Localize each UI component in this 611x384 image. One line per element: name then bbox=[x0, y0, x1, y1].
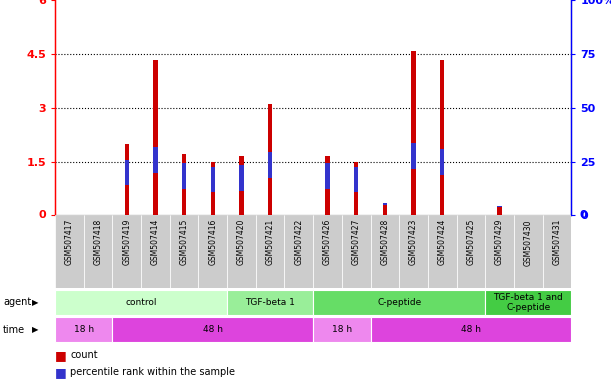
Bar bbox=[112, 215, 141, 288]
Text: time: time bbox=[3, 325, 25, 335]
Bar bbox=[211, 167, 215, 192]
Bar bbox=[428, 215, 456, 288]
Bar bbox=[370, 215, 399, 288]
Bar bbox=[182, 154, 186, 215]
Text: GSM507424: GSM507424 bbox=[437, 219, 447, 265]
Bar bbox=[55, 318, 112, 342]
Bar bbox=[268, 152, 273, 178]
Bar bbox=[497, 207, 502, 215]
Bar bbox=[382, 203, 387, 205]
Bar bbox=[211, 162, 215, 215]
Bar bbox=[112, 318, 313, 342]
Text: GSM507421: GSM507421 bbox=[266, 219, 274, 265]
Text: GSM507416: GSM507416 bbox=[208, 219, 218, 265]
Bar bbox=[199, 215, 227, 288]
Bar bbox=[55, 215, 84, 288]
Bar bbox=[125, 159, 129, 185]
Text: 18 h: 18 h bbox=[73, 325, 93, 334]
Bar bbox=[543, 215, 571, 288]
Text: GSM507423: GSM507423 bbox=[409, 219, 418, 265]
Bar bbox=[55, 290, 227, 314]
Bar bbox=[325, 163, 329, 189]
Text: ■: ■ bbox=[55, 366, 67, 379]
Bar bbox=[325, 156, 329, 215]
Text: GSM507415: GSM507415 bbox=[180, 219, 189, 265]
Bar bbox=[485, 215, 514, 288]
Bar bbox=[456, 215, 485, 288]
Text: GSM507427: GSM507427 bbox=[352, 219, 360, 265]
Bar bbox=[411, 51, 415, 215]
Bar bbox=[285, 215, 313, 288]
Bar bbox=[227, 215, 256, 288]
Text: C-peptide: C-peptide bbox=[377, 298, 422, 307]
Bar bbox=[411, 143, 415, 169]
Bar bbox=[240, 156, 244, 215]
Text: TGF-beta 1 and
C-peptide: TGF-beta 1 and C-peptide bbox=[494, 293, 563, 312]
Bar bbox=[170, 215, 199, 288]
Text: GSM507428: GSM507428 bbox=[380, 219, 389, 265]
Text: GSM507417: GSM507417 bbox=[65, 219, 74, 265]
Text: agent: agent bbox=[3, 297, 31, 307]
Bar bbox=[485, 290, 571, 314]
Text: 0: 0 bbox=[38, 210, 46, 220]
Text: GSM507426: GSM507426 bbox=[323, 219, 332, 265]
Bar bbox=[354, 162, 358, 215]
Bar bbox=[399, 215, 428, 288]
Text: 18 h: 18 h bbox=[332, 325, 352, 334]
Bar bbox=[313, 215, 342, 288]
Text: GSM507429: GSM507429 bbox=[495, 219, 504, 265]
Text: GSM507420: GSM507420 bbox=[237, 219, 246, 265]
Bar bbox=[240, 165, 244, 191]
Bar bbox=[354, 167, 358, 192]
Bar bbox=[382, 203, 387, 215]
Text: ■: ■ bbox=[55, 349, 67, 362]
Bar bbox=[514, 215, 543, 288]
Text: GSM507422: GSM507422 bbox=[295, 219, 303, 265]
Text: ▶: ▶ bbox=[32, 298, 38, 307]
Bar bbox=[313, 318, 370, 342]
Bar bbox=[153, 147, 158, 173]
Text: TGF-beta 1: TGF-beta 1 bbox=[245, 298, 295, 307]
Bar bbox=[313, 290, 485, 314]
Text: count: count bbox=[70, 350, 98, 360]
Text: 48 h: 48 h bbox=[203, 325, 223, 334]
Text: GSM507418: GSM507418 bbox=[93, 219, 103, 265]
Bar bbox=[370, 318, 571, 342]
Text: percentile rank within the sample: percentile rank within the sample bbox=[70, 367, 235, 377]
Bar bbox=[125, 144, 129, 215]
Bar bbox=[268, 104, 273, 215]
Bar bbox=[141, 215, 170, 288]
Bar bbox=[440, 60, 444, 215]
Text: GSM507414: GSM507414 bbox=[151, 219, 160, 265]
Text: ▶: ▶ bbox=[32, 325, 38, 334]
Text: 48 h: 48 h bbox=[461, 325, 481, 334]
Bar bbox=[84, 215, 112, 288]
Text: GSM507430: GSM507430 bbox=[524, 219, 533, 266]
Bar bbox=[153, 60, 158, 215]
Text: 0: 0 bbox=[580, 210, 588, 220]
Text: control: control bbox=[125, 298, 157, 307]
Bar bbox=[227, 290, 313, 314]
Bar bbox=[342, 215, 370, 288]
Bar bbox=[256, 215, 285, 288]
Bar bbox=[440, 149, 444, 175]
Bar bbox=[182, 163, 186, 189]
Text: GSM507431: GSM507431 bbox=[552, 219, 562, 265]
Text: GSM507425: GSM507425 bbox=[466, 219, 475, 265]
Text: GSM507419: GSM507419 bbox=[122, 219, 131, 265]
